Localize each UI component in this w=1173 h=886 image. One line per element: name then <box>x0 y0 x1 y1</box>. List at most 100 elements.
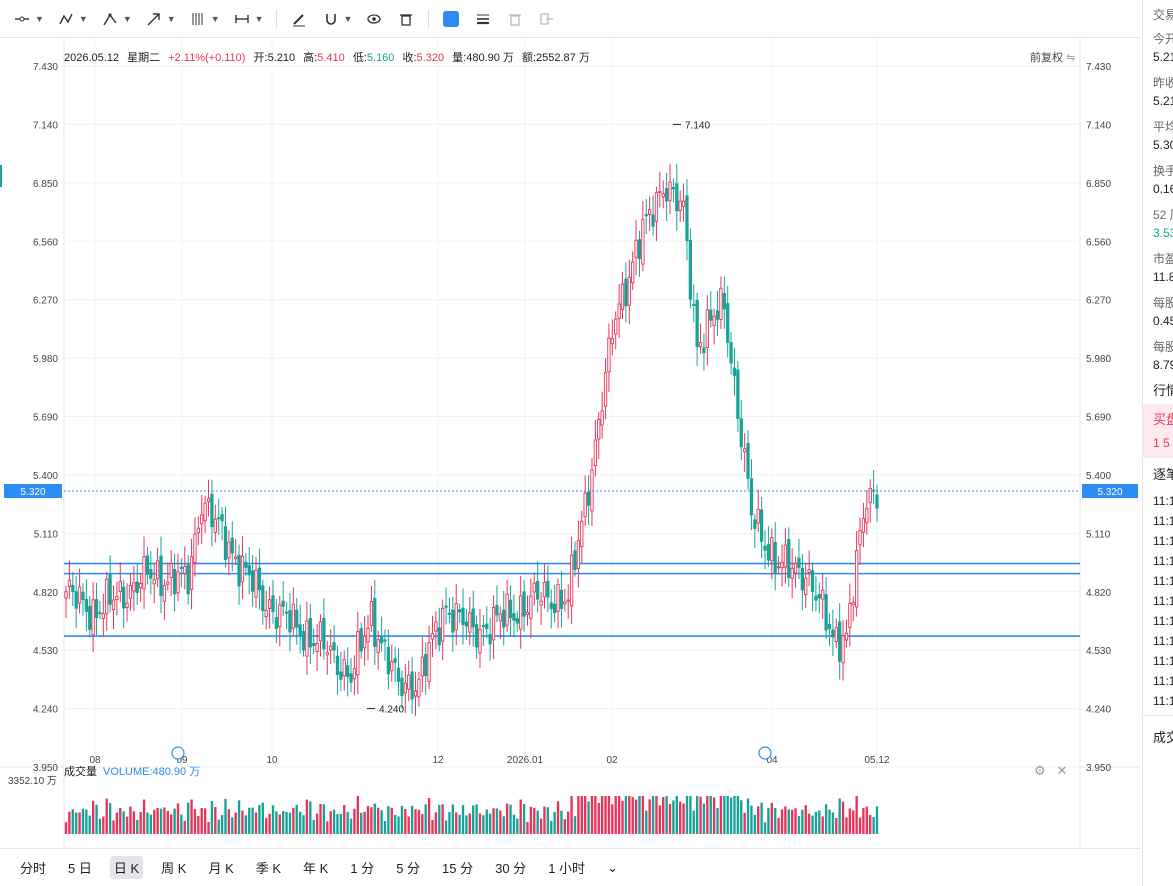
candle-body <box>183 566 187 574</box>
period-7[interactable]: 1 分 <box>350 861 375 876</box>
volume-bar <box>166 810 169 834</box>
candle-body <box>552 603 557 614</box>
exit-tool[interactable] <box>537 7 557 31</box>
arrow-tool[interactable]: ▼ <box>144 7 176 31</box>
candle-body <box>851 602 855 606</box>
period-11[interactable]: 1 小时 <box>548 861 586 876</box>
candle-body <box>64 591 68 599</box>
pitchfork-tool[interactable]: ▼ <box>100 7 132 31</box>
chevron-down-icon[interactable]: ▼ <box>35 13 44 24</box>
color-swatch-icon <box>441 9 461 29</box>
close-value: 5.320 <box>416 52 445 64</box>
magnet-tool[interactable]: ▼ <box>321 7 353 31</box>
settings-icon[interactable]: ⚙ <box>1034 763 1046 778</box>
brush-tool[interactable] <box>289 7 309 31</box>
period-1[interactable]: 5 日 <box>68 861 92 876</box>
multi-point-tool[interactable]: ▼ <box>56 7 88 31</box>
volume-bar <box>509 804 512 834</box>
period-4[interactable]: 月 K <box>208 861 234 876</box>
chevron-down-icon[interactable]: ▼ <box>78 13 88 24</box>
line-style-tool[interactable] <box>473 7 493 31</box>
chevron-down-icon[interactable]: ▼ <box>254 13 264 24</box>
min-price-label: 4.240 <box>379 705 404 716</box>
kline-svg[interactable]: 7.430 7.430 7.140 7.140 6.850 6.850 6.560 6.560… <box>0 38 1140 848</box>
polyline-icon <box>56 9 76 29</box>
period-2[interactable]: 日 K <box>109 856 144 879</box>
volume-bar <box>376 807 380 834</box>
volume-bar <box>74 812 78 834</box>
stat-value: 11.8 <box>1153 270 1173 284</box>
y-tick-label-left: 5.400 <box>33 471 58 482</box>
candle-body <box>807 569 811 573</box>
candle-body <box>668 181 672 202</box>
period-6[interactable]: 年 K <box>303 861 329 876</box>
candle-body <box>536 580 540 600</box>
volume-bar <box>146 812 149 834</box>
candle-body <box>766 544 771 561</box>
trend-line-tool[interactable]: ▼ <box>12 7 44 31</box>
color-tool[interactable] <box>441 7 461 31</box>
chevron-down-icon[interactable]: ▼ <box>210 13 220 24</box>
y-tick-label-left: 4.530 <box>33 646 58 657</box>
period-0[interactable]: 分时 <box>20 861 47 876</box>
volume-bar <box>712 797 716 834</box>
volume-bar <box>108 803 112 834</box>
chevron-down-icon[interactable]: ▼ <box>166 13 176 24</box>
stat-label: 今开 <box>1153 32 1173 46</box>
close-icon[interactable]: ✕ <box>1056 763 1068 778</box>
candle-body <box>522 591 526 617</box>
low-label: 低: <box>352 52 367 64</box>
period-5[interactable]: 季 K <box>255 861 282 876</box>
period-9[interactable]: 15 分 <box>442 861 474 876</box>
measure-tool[interactable]: ▼ <box>232 7 264 31</box>
candle-body <box>641 219 645 265</box>
volume-bar <box>872 817 875 834</box>
kline-chart[interactable]: 7.430 7.430 7.140 7.140 6.850 6.850 6.560 6.560… <box>0 38 1140 848</box>
visibility-tool[interactable] <box>364 7 384 31</box>
adjust-dropdown[interactable]: 前复权 ⇋ <box>1030 49 1075 65</box>
candle-body <box>162 584 167 602</box>
candle-body <box>603 372 608 407</box>
y-tick-label-right: 7.140 <box>1086 120 1111 131</box>
volume-bar <box>699 796 702 834</box>
event-marker-icon <box>171 746 185 760</box>
volume-bar <box>651 796 655 834</box>
volume-bar <box>835 817 838 834</box>
trash-tool[interactable] <box>505 7 525 31</box>
volume-bar <box>672 800 675 834</box>
y-tick-label-left: 5.690 <box>33 413 58 424</box>
candle-body <box>797 557 801 568</box>
candle-body <box>217 517 221 520</box>
buy-row: 1 5 <box>1153 436 1170 450</box>
candle-body <box>617 303 621 319</box>
period-more-chevron-icon[interactable]: ⌄ <box>607 859 618 875</box>
candle-body <box>729 342 733 364</box>
chevron-down-icon[interactable]: ▼ <box>343 13 353 24</box>
candle-body <box>519 595 523 630</box>
volume-legend: 成交量 VOLUME:480.90 万 <box>64 763 200 779</box>
period-3[interactable]: 周 K <box>161 861 187 876</box>
period-8[interactable]: 5 分 <box>396 861 421 876</box>
candle-body <box>810 570 815 592</box>
volume-bar <box>268 813 271 834</box>
info-open: 开:5.210 <box>254 52 296 64</box>
period-10[interactable]: 30 分 <box>495 861 527 876</box>
volume-bar <box>461 805 465 834</box>
fib-tool[interactable]: ▼ <box>188 7 220 31</box>
candle-body <box>247 565 251 576</box>
volume-bar <box>329 811 332 834</box>
candle-body <box>261 585 265 612</box>
adjust-label: 前复权 <box>1030 52 1063 64</box>
volume-bar <box>319 804 322 834</box>
volume-bar <box>662 797 665 834</box>
pitchfork-icon <box>100 9 120 29</box>
volume-bar <box>869 814 872 834</box>
chevron-down-icon[interactable]: ▼ <box>122 13 132 24</box>
candle-body <box>821 589 825 600</box>
candle-body <box>749 478 754 516</box>
candle-body <box>600 410 604 426</box>
volume-bar <box>852 810 855 834</box>
volume-bar <box>356 796 360 834</box>
delete-tool[interactable] <box>396 7 416 31</box>
candle-body <box>695 299 699 348</box>
